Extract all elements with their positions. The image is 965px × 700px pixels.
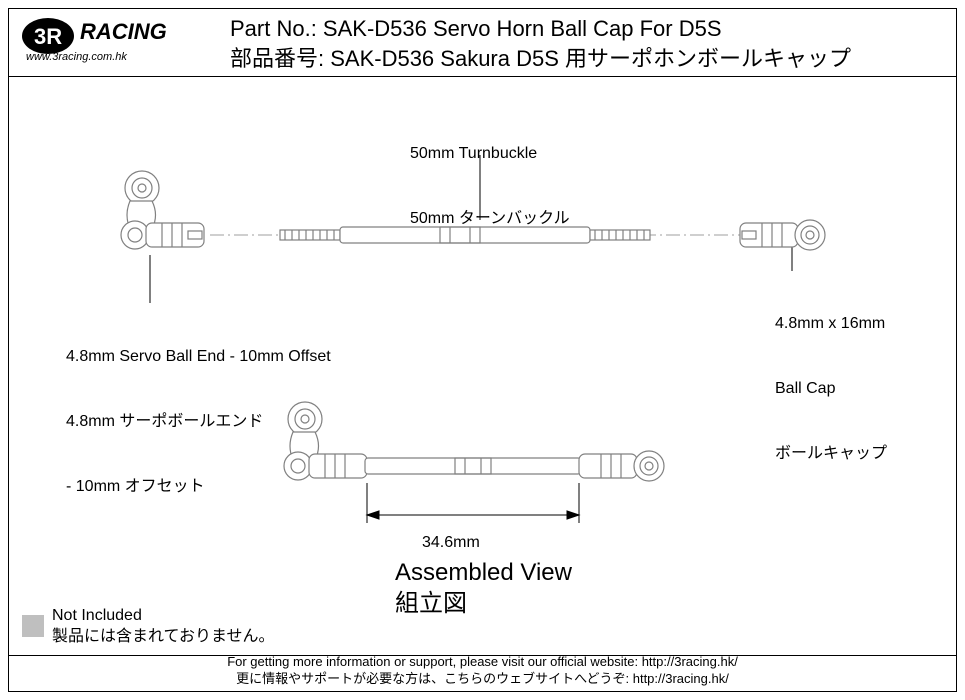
ball-cap-part (740, 220, 825, 250)
ballcap-label-en-2: Ball Cap (775, 378, 915, 400)
ballcap-label-jp: ボールキャップ (775, 443, 915, 465)
svg-text:3R: 3R (34, 24, 62, 49)
assembled-title: Assembled View 組立図 (395, 557, 572, 619)
part-no-jp: 部品番号: SAK-D536 Sakura D5S 用サーポホンボールキャップ (230, 44, 851, 74)
not-included-jp: 製品には含まれておりません。 (52, 626, 275, 648)
not-included-legend: Not Included 製品には含まれておりません。 (22, 605, 275, 648)
servo-label-en: 4.8mm Servo Ball End - 10mm Offset (66, 346, 331, 368)
assembled-title-en: Assembled View (395, 557, 572, 588)
servo-ball-end-part (121, 171, 204, 249)
not-included-en: Not Included (52, 605, 275, 627)
ball-cap-label: 4.8mm x 16mm Ball Cap ボールキャップ (775, 270, 915, 486)
footer-jp: 更に情報やサポートが必要な方は、こちらのウェブサイトへどうぞ: http://3… (0, 671, 965, 688)
assembled-dimension: 34.6mm (422, 534, 480, 552)
svg-text:RACING: RACING (80, 19, 167, 44)
brand-logo: 3R RACING www.3racing.com.hk (20, 16, 220, 64)
not-included-swatch (22, 615, 44, 637)
logo-url: www.3racing.com.hk (26, 51, 127, 63)
title-rule (8, 76, 957, 77)
assembled-title-jp: 組立図 (395, 588, 572, 619)
turnbuckle-part (280, 227, 650, 243)
footer: For getting more information or support,… (0, 654, 965, 688)
part-no-en: Part No.: SAK-D536 Servo Horn Ball Cap F… (230, 14, 851, 44)
title-block: Part No.: SAK-D536 Servo Horn Ball Cap F… (230, 14, 851, 73)
ballcap-label-en-1: 4.8mm x 16mm (775, 313, 915, 335)
footer-en: For getting more information or support,… (0, 654, 965, 671)
